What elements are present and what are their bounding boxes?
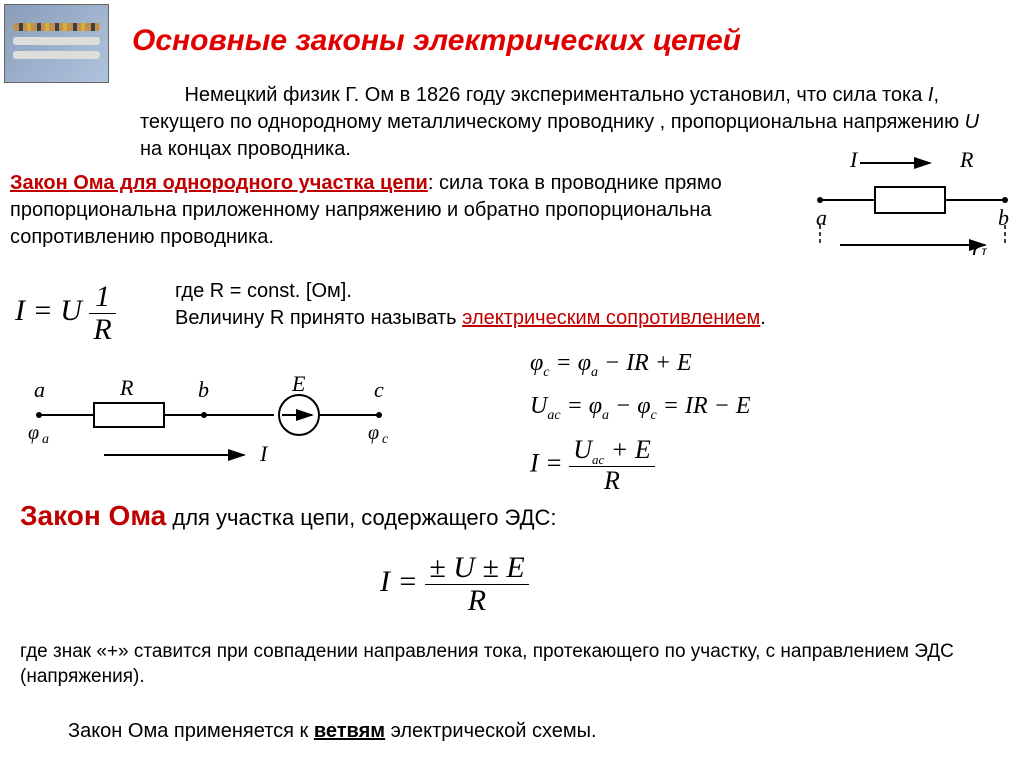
slide-title: Основные законы электрических цепей <box>132 24 741 58</box>
d2-b: b <box>198 377 209 402</box>
label-R: R <box>959 147 974 172</box>
eq-ohm: I = U 1R <box>15 281 116 345</box>
d2-E: E <box>291 375 306 396</box>
circuit-diagram-resistor: I R a b U <box>810 145 1010 255</box>
d2-c: c <box>374 377 384 402</box>
svg-text:a: a <box>42 432 49 447</box>
d2-R: R <box>119 375 134 400</box>
equation-stack: φc = φa − IR + E Uac = φa − φc = IR − E … <box>530 350 750 507</box>
r-note1: где R = const. [Ом]. <box>175 280 352 302</box>
law2-title: Закон Ома <box>20 500 166 531</box>
final-a: Закон Ома применяется к <box>68 720 314 742</box>
eq-phi: φc = φa − IR + E <box>530 350 750 381</box>
eq-i2: I = Uac + ER <box>530 436 750 495</box>
label-I: I <box>849 147 859 172</box>
circuit-diagram-emf: a R b E c φa φc I <box>24 375 404 475</box>
r-note: где R = const. [Ом]. Величину R принято … <box>175 278 766 332</box>
final-b: ветвям <box>314 720 385 742</box>
label-a: a <box>816 205 827 230</box>
svg-text:c: c <box>382 432 389 447</box>
d2-phic: φ <box>368 422 379 444</box>
sign-note: где знак «+» ставится при совпадении нап… <box>20 640 1004 689</box>
eq-general: I = ± U ± ER <box>380 552 529 616</box>
d2-a: a <box>34 377 45 402</box>
resistors-photo <box>4 4 109 83</box>
eq-uac: Uac = φa − φc = IR − E <box>530 393 750 424</box>
label-U: U <box>970 243 988 255</box>
final-c: электрической схемы. <box>385 720 597 742</box>
law2-text: Закон Ома для участка цепи, содержащего … <box>20 500 557 532</box>
law1-text: Закон Ома для однородного участка цепи: … <box>10 170 780 251</box>
final-note: Закон Ома применяется к ветвям электриче… <box>68 720 597 743</box>
law2-rest: для участка цепи, содержащего ЭДС: <box>166 505 556 530</box>
d2-I: I <box>259 441 269 466</box>
law1-title: Закон Ома для однородного участка цепи <box>10 172 428 194</box>
r-note2c: . <box>760 307 766 329</box>
d2-phia: φ <box>28 422 39 444</box>
label-b: b <box>998 205 1009 230</box>
r-note2a: Величину R принято называть <box>175 307 462 329</box>
slide: Основные законы электрических цепей Неме… <box>0 0 1024 768</box>
r-note2b: электрическим сопротивлением <box>462 307 760 329</box>
